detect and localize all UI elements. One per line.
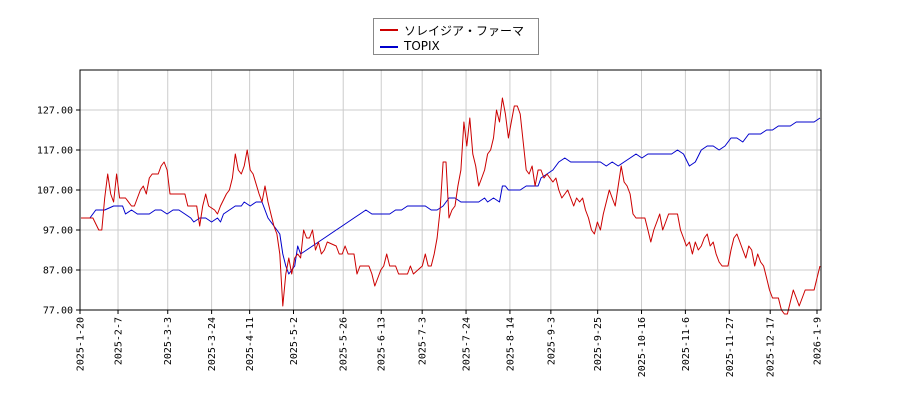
y-axis-ticks: 77.00 87.00 97.00 107.00 117.00 127.00 — [37, 106, 80, 317]
grid-lines — [79, 70, 821, 311]
x-tick-label: 2025-10-16 — [637, 317, 648, 377]
y-tick-label: 117.00 — [37, 146, 73, 157]
x-tick-label: 2025-8-14 — [505, 317, 516, 371]
x-tick-label: 2025-12-17 — [766, 317, 777, 377]
x-tick-label: 2025-7-3 — [418, 317, 429, 365]
x-tick-label: 2025-5-2 — [289, 317, 300, 365]
x-tick-label: 2025-3-24 — [207, 317, 218, 371]
y-tick-label: 97.00 — [43, 226, 73, 237]
x-tick-label: 2025-11-27 — [725, 317, 736, 377]
legend-label-series-1: ソレイジア・ファーマ — [404, 24, 525, 38]
x-tick-label: 2025-2-7 — [114, 317, 125, 365]
legend-item-series-1: ソレイジア・ファーマ — [374, 21, 538, 39]
x-axis-ticks: 2025-1-20 2025-2-7 2025-3-3 2025-3-24 2025-4… — [76, 310, 824, 377]
legend-swatch-series-2 — [380, 46, 398, 48]
series-line-1 — [81, 97, 821, 315]
legend-swatch-series-1 — [380, 29, 398, 31]
y-tick-label: 107.00 — [37, 186, 73, 197]
x-tick-label: 2025-11-6 — [681, 317, 692, 371]
series-lines — [81, 97, 821, 315]
y-tick-label: 77.00 — [43, 306, 73, 317]
x-tick-label: 2025-6-13 — [377, 317, 388, 371]
x-tick-label: 2025-9-3 — [546, 317, 557, 365]
y-tick-label: 127.00 — [37, 106, 73, 117]
x-tick-label: 2025-5-26 — [339, 317, 350, 371]
x-tick-label: 2026-1-9 — [813, 317, 824, 365]
x-tick-label: 2025-3-3 — [163, 317, 174, 365]
legend-item-series-2: TOPIX — [374, 38, 538, 56]
x-tick-label: 2025-9-25 — [593, 317, 604, 371]
y-tick-label: 87.00 — [43, 266, 73, 277]
x-tick-label: 2025-4-11 — [245, 317, 256, 371]
legend: ソレイジア・ファーマ TOPIX — [373, 18, 539, 55]
x-tick-label: 2025-1-20 — [76, 317, 87, 371]
x-tick-label: 2025-7-24 — [462, 317, 473, 371]
legend-label-series-2: TOPIX — [404, 39, 440, 53]
